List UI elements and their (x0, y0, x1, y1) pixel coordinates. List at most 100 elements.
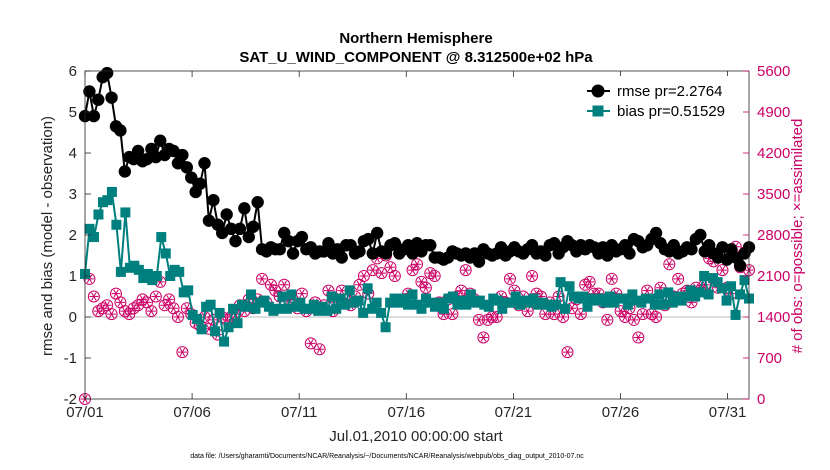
obs-possible-marker (601, 313, 614, 326)
bias-point (308, 299, 319, 310)
obs-possible-marker (650, 311, 663, 323)
rmse-point (273, 243, 286, 256)
rmse-point (154, 134, 167, 147)
bias-point (560, 303, 571, 314)
obs-assimilated-marker (461, 265, 471, 275)
bias-point (84, 223, 95, 234)
rmse-point (185, 171, 198, 184)
bias-point (210, 326, 221, 337)
y-tick-label: 1 (69, 268, 77, 285)
bias-point (241, 301, 252, 312)
obs-assimilated-marker (270, 286, 280, 295)
obs-possible-marker (574, 308, 587, 321)
bias-point (658, 299, 669, 310)
rmse-point (694, 228, 707, 242)
rmse-point (229, 234, 242, 248)
bias-point (281, 303, 292, 314)
obs-assimilated-marker (124, 309, 134, 319)
obs-possible-marker (411, 258, 423, 271)
bias-point (344, 285, 355, 296)
obs-assimilated-marker (607, 274, 617, 284)
obs-assimilated-marker (359, 271, 369, 281)
obs-assimilated-marker (673, 274, 683, 284)
y-right-tick-label: 2800 (757, 227, 790, 244)
obs-assimilated-marker (478, 333, 488, 342)
y-tick-label: 0 (69, 309, 77, 326)
bias-point (461, 299, 472, 310)
obs-assimilated-marker (266, 280, 276, 289)
y-right-tick-label: 3500 (757, 186, 790, 203)
obs-assimilated-marker (456, 286, 466, 295)
obs-possible-marker (490, 311, 503, 323)
obs-possible-marker (145, 305, 158, 318)
legend-box (582, 76, 743, 123)
rmse-point (105, 91, 118, 104)
obs-assimilated-marker (377, 268, 387, 278)
bias-point (115, 266, 126, 277)
bias-point (649, 299, 660, 310)
obs-assimilated-marker (585, 277, 595, 287)
rmse-point (247, 220, 260, 233)
obs-assimilated-marker (576, 309, 586, 319)
bias-point (223, 322, 234, 333)
y-tick-label: 3 (69, 186, 77, 203)
bias-point (407, 289, 418, 300)
obs-possible-marker (583, 275, 596, 288)
rmse-point (388, 237, 402, 250)
bias-point (582, 301, 593, 312)
obs-possible-marker (87, 290, 100, 303)
bias-point (465, 289, 476, 300)
bias-point (497, 303, 508, 314)
bias-point (438, 303, 449, 314)
bias-point (694, 287, 705, 298)
bias-point (165, 271, 176, 281)
obs-assimilated-marker (89, 292, 99, 301)
x-tick-label: 07/06 (173, 404, 211, 421)
obs-possible-marker (313, 343, 326, 356)
rmse-point (322, 237, 335, 250)
bias-series (80, 186, 754, 347)
obs-possible-marker (526, 270, 539, 282)
x-tick-label: 07/01 (66, 404, 104, 421)
obs-assimilated-marker (107, 309, 117, 319)
obs-possible-marker (605, 272, 618, 285)
bias-point (654, 289, 665, 300)
obs-possible-marker (663, 258, 676, 271)
obs-assimilated-marker (160, 301, 170, 310)
bias-point (685, 285, 696, 296)
y-right-tick-label: 1400 (757, 309, 790, 326)
obs-assimilated-marker (111, 289, 121, 298)
obs-assimilated-marker (115, 298, 125, 307)
obs-assimilated-marker (146, 306, 156, 316)
rmse-point (623, 247, 636, 260)
bias-point (506, 297, 517, 308)
bias-point (483, 301, 494, 312)
rmse-point (224, 222, 238, 236)
rmse-point (685, 243, 698, 256)
bias-point (250, 303, 261, 314)
y-tick-label: 6 (69, 63, 77, 80)
bias-point (133, 264, 144, 275)
obs-possible-marker (357, 270, 370, 282)
obs-assimilated-marker (355, 280, 364, 289)
obs-possible-marker (149, 290, 162, 303)
obs-assimilated-marker (620, 312, 630, 322)
bias-point (726, 281, 737, 292)
legend-bias-label: bias pr=0.51529 (617, 103, 725, 120)
obs-possible-marker (632, 331, 645, 344)
y-right-tick-label: 5600 (757, 63, 790, 80)
obs-possible-marker (459, 264, 472, 277)
rmse-point (238, 202, 251, 215)
bias-point (192, 314, 203, 325)
obs-assimilated-marker (257, 274, 267, 284)
obs-assimilated-marker (102, 301, 112, 310)
rmse-point (131, 144, 145, 158)
bias-point (272, 303, 283, 314)
rmse-point (282, 234, 295, 248)
rmse-point (92, 93, 105, 106)
obs-assimilated-marker (527, 271, 537, 281)
rmse-point (100, 66, 114, 80)
rmse-point (87, 109, 101, 123)
bias-point (232, 318, 243, 329)
obs-possible-marker (428, 270, 441, 282)
